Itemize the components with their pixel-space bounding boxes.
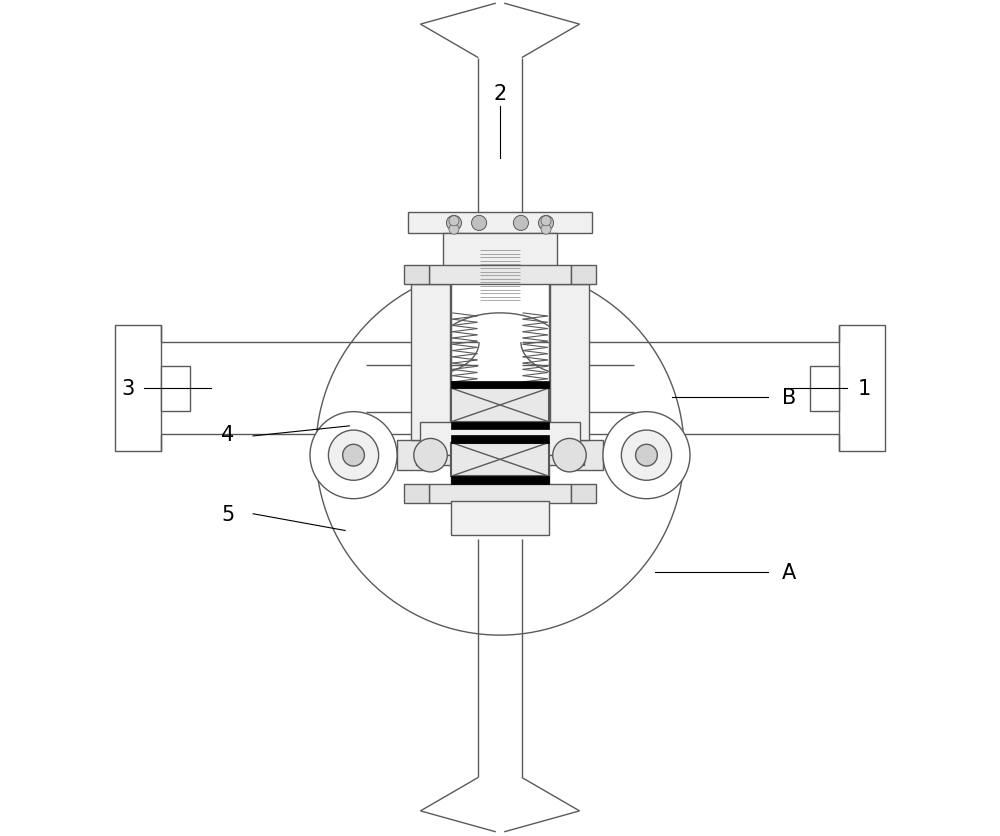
Circle shape	[316, 268, 684, 635]
Bar	[416, 456, 584, 466]
Text: 1: 1	[857, 379, 871, 399]
Circle shape	[603, 412, 690, 499]
Bar	[571, 266, 596, 284]
Polygon shape	[550, 284, 589, 441]
Circle shape	[541, 225, 551, 235]
Bar	[408, 213, 592, 234]
Bar	[451, 422, 549, 430]
Circle shape	[343, 445, 364, 466]
Circle shape	[541, 217, 551, 227]
Bar	[451, 477, 549, 484]
Text: 4: 4	[221, 425, 235, 445]
Bar	[451, 381, 549, 389]
Bar	[161, 366, 190, 411]
Polygon shape	[411, 284, 450, 441]
Text: 2: 2	[493, 84, 507, 104]
Circle shape	[414, 439, 447, 472]
Bar	[443, 234, 557, 268]
Bar	[404, 266, 429, 284]
Bar	[839, 326, 885, 451]
Circle shape	[310, 412, 397, 499]
Text: 5: 5	[221, 504, 235, 524]
Bar	[810, 366, 839, 411]
Bar	[451, 443, 549, 477]
Circle shape	[621, 431, 672, 481]
Bar	[451, 389, 549, 422]
Circle shape	[539, 217, 554, 232]
Circle shape	[553, 439, 586, 472]
Circle shape	[449, 225, 459, 235]
Circle shape	[513, 217, 528, 232]
Circle shape	[636, 445, 657, 466]
Bar	[451, 502, 549, 535]
Bar	[429, 266, 571, 284]
Bar	[404, 485, 429, 503]
Bar	[569, 441, 603, 471]
Bar	[571, 485, 596, 503]
Circle shape	[328, 431, 379, 481]
Bar	[429, 485, 571, 503]
Bar	[115, 326, 161, 451]
Circle shape	[472, 217, 487, 232]
Bar	[397, 441, 431, 471]
Circle shape	[449, 217, 459, 227]
Bar	[451, 436, 549, 443]
Circle shape	[446, 217, 461, 232]
Text: B: B	[782, 387, 796, 407]
Bar	[420, 422, 580, 456]
Text: A: A	[782, 563, 796, 583]
Text: 3: 3	[121, 379, 134, 399]
